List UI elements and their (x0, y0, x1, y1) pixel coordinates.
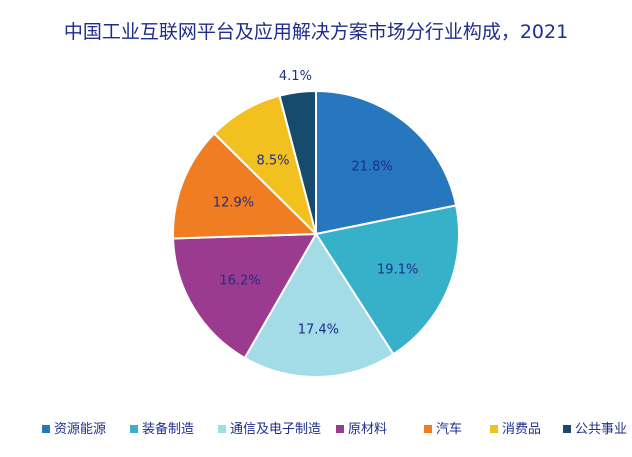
legend-label: 装备制造 (142, 421, 194, 437)
legend-label: 通信及电子制造 (230, 422, 321, 437)
slice-label-2: 19.1% (377, 262, 418, 277)
legend-label: 资源能源 (54, 422, 106, 437)
legend-item-6: 消费品 (490, 422, 541, 437)
slice-labels: 21.8% 19.1% 17.4% 16.2% 12.9% 8.5% 4.1% (213, 69, 419, 337)
legend-label: 公共事业 (575, 422, 627, 437)
slice-label-1: 21.8% (351, 159, 392, 174)
legend-label: 消费品 (502, 422, 541, 437)
legend-item-4: 原材料 (336, 422, 387, 437)
pie-slice-3 (243, 232, 395, 378)
legend-label: 原材料 (348, 422, 387, 437)
legend-label: 汽车 (436, 421, 462, 437)
pie-slice-2 (314, 204, 460, 356)
slice-label-4: 16.2% (219, 274, 260, 289)
legend-item-3: 通信及电子制造 (218, 422, 321, 437)
legend-swatch (563, 425, 571, 433)
legend-swatch (218, 425, 226, 433)
legend-item-1: 资源能源 (42, 422, 106, 437)
pie-slices (172, 89, 460, 378)
legend-item-5: 汽车 (424, 421, 462, 437)
pie-slice-1 (315, 89, 458, 236)
legend-swatch (42, 425, 50, 433)
slice-label-6: 8.5% (257, 154, 290, 169)
slice-label-3: 17.4% (298, 322, 339, 337)
legend-item-2: 装备制造 (130, 421, 194, 437)
legend-swatch (490, 425, 498, 433)
legend-item-7: 公共事业 (563, 422, 627, 437)
pie-slice-5 (172, 132, 319, 240)
pie-slice-7 (278, 89, 317, 235)
slice-label-5: 12.9% (213, 196, 254, 211)
pie-slice-4 (172, 232, 318, 360)
legend: 资源能源 装备制造 通信及电子制造 原材料 汽车 消费品 公共事业 (42, 421, 627, 437)
legend-swatch (424, 425, 432, 433)
chart-title: 中国工业互联网平台及应用解决方案市场分行业构成，2021 (64, 21, 568, 43)
slice-label-7: 4.1% (279, 69, 312, 84)
legend-swatch (336, 425, 344, 433)
legend-swatch (130, 425, 138, 433)
